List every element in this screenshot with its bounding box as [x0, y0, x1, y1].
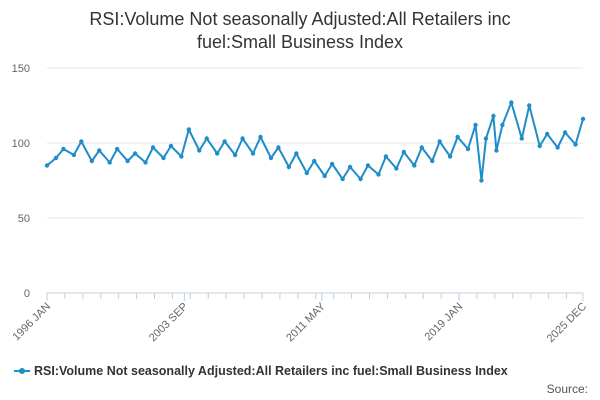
data-point[interactable] [143, 160, 148, 165]
data-point[interactable] [580, 116, 586, 122]
data-point[interactable] [376, 172, 381, 177]
data-point[interactable] [573, 142, 578, 147]
data-point[interactable] [161, 155, 166, 161]
data-point[interactable] [222, 139, 227, 144]
data-point[interactable] [455, 134, 460, 140]
data-point[interactable] [186, 127, 192, 132]
data-point[interactable] [412, 163, 417, 168]
data-point[interactable] [483, 136, 489, 141]
data-point[interactable] [268, 155, 274, 161]
data-point[interactable] [89, 158, 94, 164]
data-point[interactable] [304, 170, 309, 176]
x-tick-label: 2011 MAY [284, 300, 328, 344]
data-point[interactable] [358, 176, 363, 182]
data-point[interactable] [197, 148, 202, 153]
data-point[interactable] [365, 163, 371, 168]
data-point[interactable] [562, 130, 568, 135]
data-point[interactable] [447, 154, 453, 159]
series-line [46, 101, 584, 182]
data-point[interactable] [286, 164, 292, 170]
data-point[interactable] [465, 146, 471, 152]
data-point[interactable] [114, 146, 120, 152]
data-point[interactable] [107, 160, 112, 165]
data-point[interactable] [347, 164, 353, 170]
data-point[interactable] [168, 143, 174, 149]
data-point[interactable] [53, 155, 59, 161]
y-tick-label: 150 [12, 63, 30, 75]
x-axis: 1996 JAN 2003 SEP 2011 MAY 2019 JAN 2025 DEC [10, 292, 589, 345]
data-point[interactable] [340, 176, 345, 182]
data-point[interactable] [125, 158, 130, 164]
y-axis: 0 50 100 150 [12, 63, 30, 300]
data-point[interactable] [322, 173, 327, 179]
x-tick-label: 2019 JAN [423, 301, 466, 344]
data-point[interactable] [61, 146, 66, 152]
data-point[interactable] [437, 139, 442, 144]
legend[interactable]: RSI:Volume Not seasonally Adjusted:All R… [14, 364, 508, 378]
data-point[interactable] [394, 166, 399, 171]
data-point[interactable] [44, 163, 50, 168]
data-point[interactable] [544, 131, 550, 137]
data-point[interactable] [430, 158, 435, 164]
data-point[interactable] [97, 148, 102, 153]
data-point[interactable] [500, 122, 505, 128]
data-point[interactable] [509, 100, 514, 105]
data-point[interactable] [401, 149, 407, 155]
chart-title: RSI:Volume Not seasonally Adjusted:All R… [40, 8, 560, 54]
data-point[interactable] [537, 143, 542, 149]
legend-series-swatch [14, 366, 30, 376]
data-point[interactable] [232, 152, 238, 158]
chart-title-line-2: fuel:Small Business Index [196, 32, 404, 52]
data-point[interactable] [473, 122, 478, 128]
data-point[interactable] [204, 136, 209, 141]
data-point[interactable] [491, 113, 496, 119]
data-point[interactable] [276, 145, 281, 150]
y-tick-label: 50 [18, 213, 30, 225]
data-point[interactable] [329, 161, 335, 167]
x-tick-label: 1996 JAN [10, 301, 53, 344]
data-point[interactable] [79, 139, 84, 144]
plot-area [44, 100, 586, 183]
chart-title-line-1: RSI:Volume Not seasonally Adjusted:All R… [89, 9, 511, 29]
data-point[interactable] [294, 151, 299, 156]
data-point[interactable] [150, 145, 156, 150]
data-point[interactable] [519, 136, 524, 141]
data-point[interactable] [419, 145, 424, 150]
data-point[interactable] [312, 158, 317, 164]
y-gridlines [47, 67, 583, 219]
data-point[interactable] [250, 151, 256, 156]
legend-series-label: RSI:Volume Not seasonally Adjusted:All R… [34, 364, 508, 378]
data-point[interactable] [215, 151, 220, 156]
data-point[interactable] [132, 151, 138, 156]
data-point[interactable] [527, 103, 532, 108]
data-point[interactable] [179, 154, 184, 159]
data-point[interactable] [494, 148, 499, 153]
x-tick-label: 2003 SEP [147, 301, 191, 345]
data-point[interactable] [555, 145, 560, 150]
data-point[interactable] [240, 136, 245, 141]
data-point[interactable] [383, 154, 389, 159]
data-point[interactable] [479, 178, 484, 183]
data-point[interactable] [258, 134, 263, 140]
source-label: Source: [546, 382, 588, 396]
data-point[interactable] [71, 152, 77, 158]
y-tick-label: 0 [24, 288, 30, 300]
x-tick-label: 2025 DEC [545, 301, 589, 345]
y-tick-label: 100 [12, 138, 30, 150]
